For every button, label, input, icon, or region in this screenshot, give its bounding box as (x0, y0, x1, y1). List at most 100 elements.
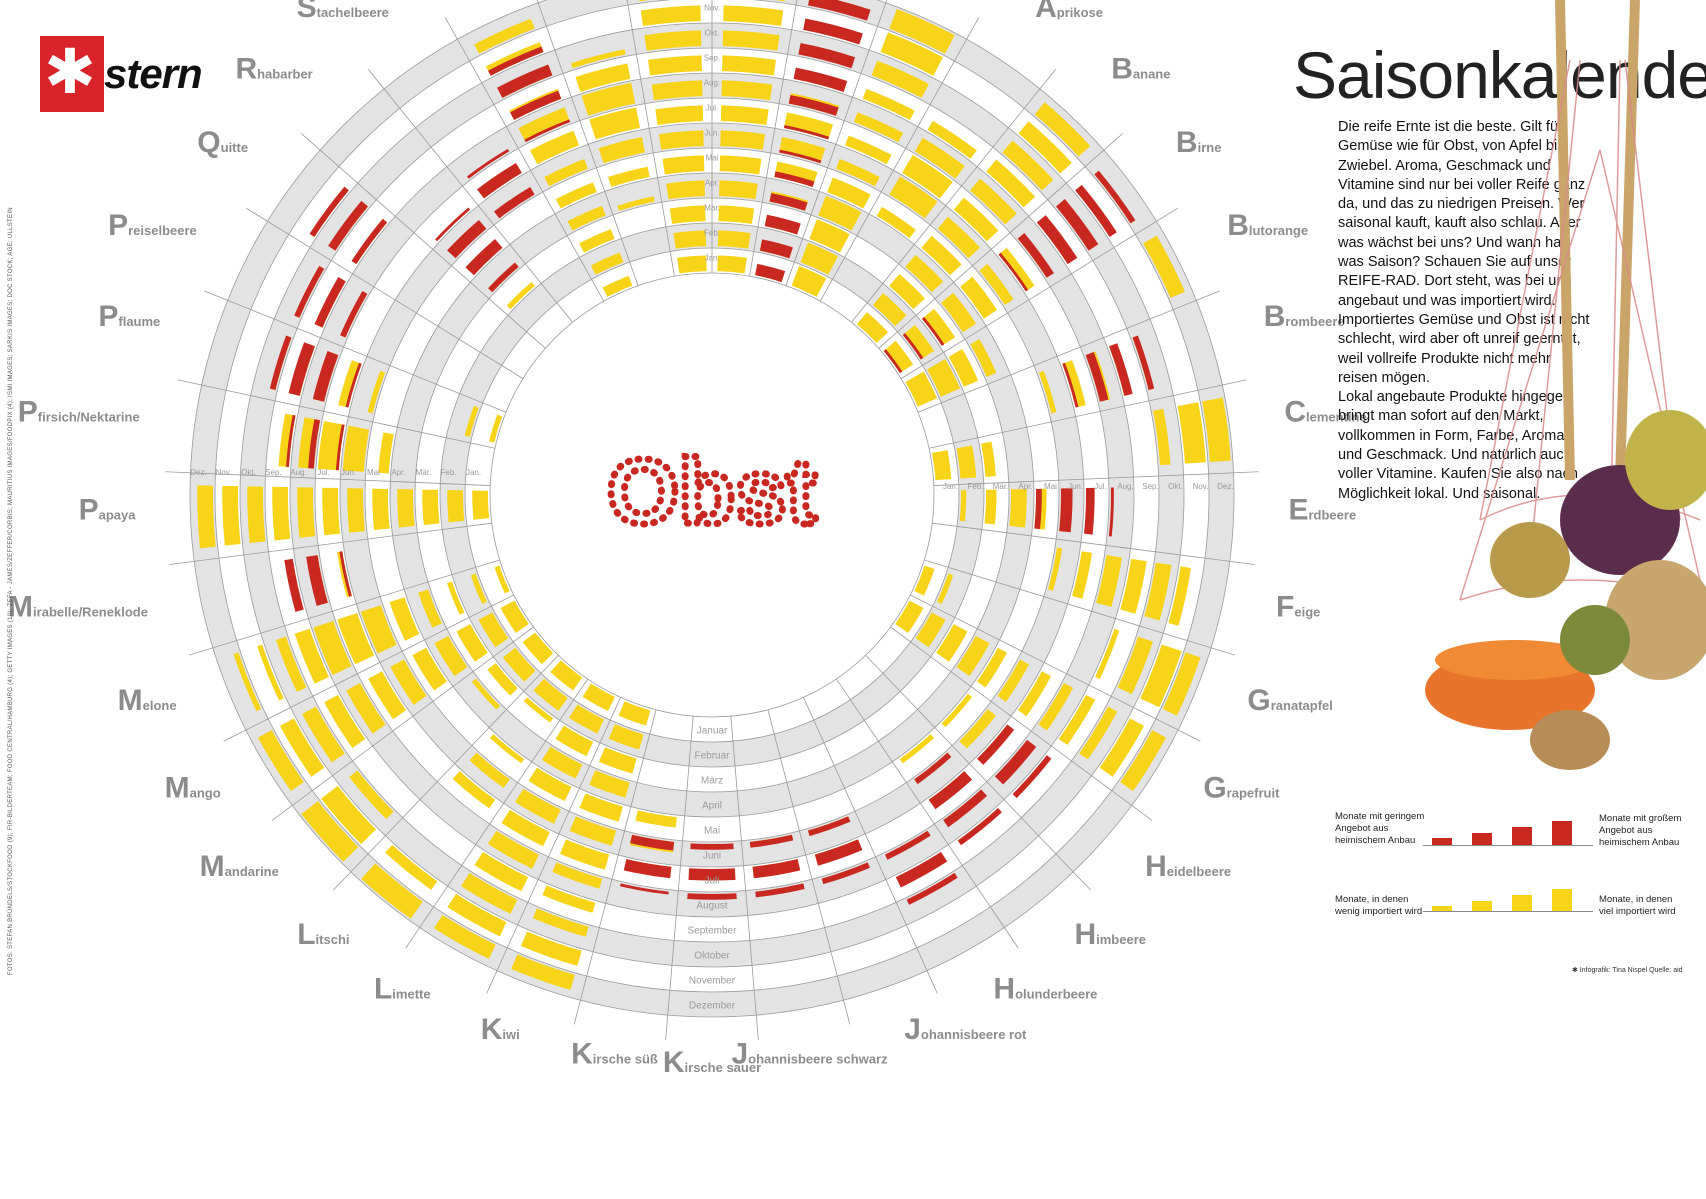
import-bar (389, 597, 420, 641)
import-bar (662, 155, 705, 175)
local-bar (688, 868, 736, 881)
import-bar (378, 432, 394, 474)
import-bar (921, 235, 962, 276)
import-bar (936, 573, 954, 605)
import-bar (569, 816, 617, 846)
import-bar (977, 647, 1008, 688)
import-bar (717, 255, 747, 274)
infographic-credit: ✱ Infografik: Tina Nispel Quelle: aid (1572, 967, 1683, 974)
import-bar (941, 292, 977, 333)
local-bar (977, 724, 1015, 765)
import-bar (722, 55, 776, 76)
local-bar (1036, 215, 1078, 265)
spoke-line (573, 709, 657, 1025)
local-bar (435, 207, 471, 242)
month-label-bottom: Januar (697, 726, 728, 737)
import-bar (222, 485, 241, 546)
fruit-label: Holunderbeere (993, 973, 1097, 1006)
spoke-line (785, 0, 888, 286)
month-label-bottom: Oktober (694, 951, 730, 962)
local-bar (749, 834, 794, 848)
spoke-line (749, 0, 798, 277)
month-label-right: Okt. (1168, 482, 1183, 491)
import-bar (1120, 730, 1166, 792)
month-label-left: Jul. (317, 468, 329, 477)
fruit-label: Johannisbeere schwarz (731, 1038, 888, 1071)
import-bar (914, 565, 935, 596)
import-bar (876, 206, 916, 239)
local-bar (921, 317, 945, 346)
import-bar (324, 694, 366, 749)
spoke-line (188, 559, 500, 656)
month-label-left: Feb. (440, 468, 456, 477)
spoke-line (933, 471, 1259, 486)
month-label-left: Jun. (341, 468, 356, 477)
spoke-line (928, 379, 1247, 449)
local-bar (269, 335, 292, 390)
local-bar (476, 162, 522, 199)
import-bar (902, 154, 953, 199)
import-bar (567, 205, 606, 231)
month-label-left: Okt. (241, 468, 256, 477)
legend-import-bar-1 (1432, 906, 1452, 911)
local-bar (755, 883, 805, 898)
spoke-line (924, 559, 1236, 656)
import-bar (337, 612, 375, 665)
import-bar (1143, 235, 1185, 298)
spoke-line (333, 654, 559, 891)
import-bar (456, 624, 488, 662)
import-bar (836, 158, 880, 187)
local-bar (1094, 170, 1136, 224)
legend-local-baseline (1423, 845, 1593, 846)
import-bar (1168, 566, 1191, 626)
import-bar (322, 487, 341, 536)
import-bar (520, 931, 582, 966)
fruit-label: Clementine (1284, 396, 1366, 429)
local-bar (465, 239, 503, 276)
import-bar (347, 488, 365, 533)
import-bar (579, 229, 615, 253)
import-bar (1072, 551, 1093, 599)
import-bar (927, 358, 961, 397)
fruit-label: Birne (1176, 126, 1222, 159)
month-label-top: Jan. (704, 254, 719, 263)
import-bar (981, 441, 996, 477)
import-bar (651, 80, 703, 101)
import-bar (899, 734, 935, 764)
import-bar (1177, 402, 1206, 464)
local-bar (769, 193, 808, 211)
import-bar (1117, 636, 1154, 695)
local-bar (994, 739, 1037, 785)
local-bar (306, 555, 328, 606)
local-bar (755, 263, 786, 283)
import-bar (937, 216, 981, 259)
import-bar (552, 862, 603, 889)
import-bar (719, 180, 758, 200)
month-label-right: Mai (1044, 482, 1057, 491)
import-bar (559, 839, 610, 870)
local-bar (493, 186, 535, 219)
import-bar (301, 801, 359, 862)
fruit-label: Stachelbeere (297, 0, 389, 24)
local-bar (814, 839, 863, 866)
import-bar (272, 486, 291, 541)
import-bar (555, 182, 597, 209)
import-bar (915, 612, 946, 648)
import-bar (346, 683, 386, 734)
import-bar (541, 746, 583, 779)
import-bar (542, 885, 596, 913)
spoke-line (301, 133, 546, 349)
import-bar (523, 697, 554, 723)
import-bar (644, 30, 702, 51)
import-bar (533, 678, 568, 711)
month-label-bottom: Juli (704, 876, 719, 887)
import-bar (500, 600, 529, 633)
fruit-label: Papaya (79, 493, 137, 526)
import-bar (905, 254, 944, 293)
ring-line (189, 0, 1235, 1018)
import-bar (1144, 562, 1172, 621)
month-label-bottom: November (689, 976, 736, 987)
month-label-top: Mär. (704, 204, 720, 213)
month-label-bottom: April (702, 801, 722, 812)
import-bar (550, 660, 583, 691)
